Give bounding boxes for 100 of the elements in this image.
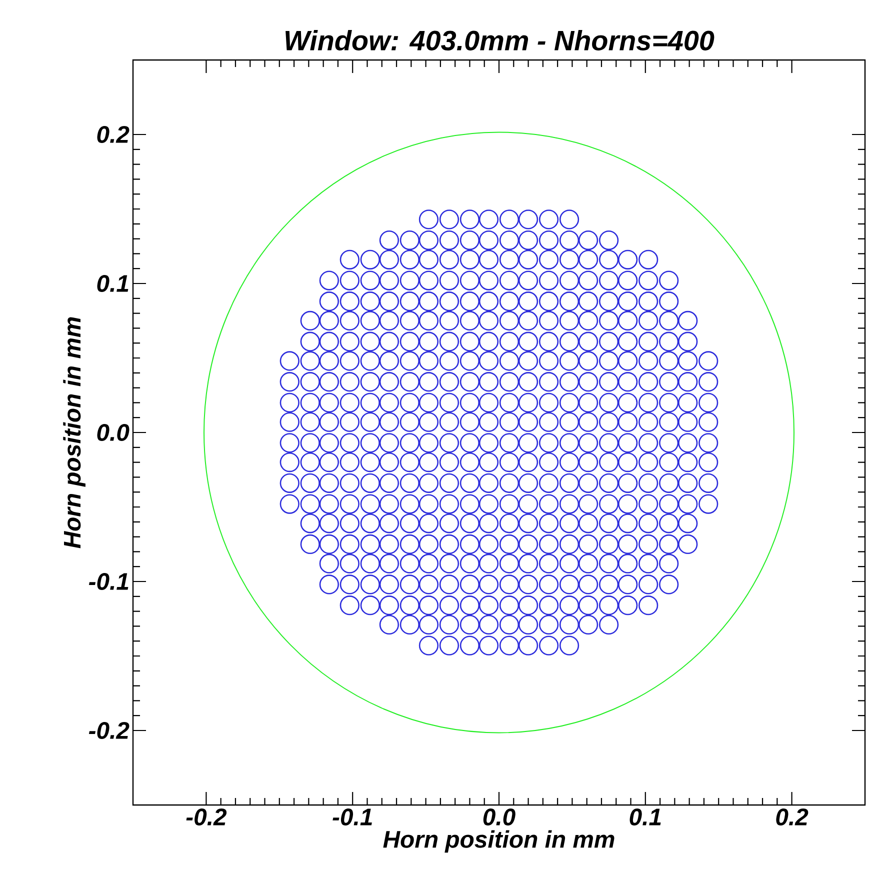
point: [678, 494, 698, 514]
point: [478, 230, 499, 250]
point: [460, 574, 480, 594]
point: [379, 452, 400, 472]
point: [400, 372, 420, 392]
point: [538, 452, 559, 472]
point: [360, 574, 380, 594]
point: [460, 433, 480, 453]
point: [578, 452, 598, 472]
point: [638, 270, 658, 290]
point: [578, 514, 598, 534]
point: [340, 250, 360, 270]
point: [518, 534, 538, 554]
point: [499, 473, 520, 493]
point: [638, 452, 658, 472]
point: [319, 412, 339, 432]
point: [418, 452, 439, 472]
point: [340, 554, 360, 574]
point: [659, 473, 679, 493]
point: [360, 433, 380, 453]
point: [400, 310, 420, 331]
point: [499, 596, 520, 616]
point: [578, 494, 598, 514]
point: [478, 332, 499, 352]
point: [538, 392, 559, 413]
point: [618, 372, 638, 392]
point: [598, 250, 619, 270]
point: [538, 514, 559, 534]
x-tick-label: -0.1: [332, 808, 372, 826]
point: [360, 554, 380, 574]
point: [360, 452, 380, 472]
point: [559, 372, 580, 392]
point: [598, 473, 619, 493]
point: [499, 534, 520, 554]
point: [598, 554, 619, 574]
point: [559, 574, 580, 594]
point: [618, 412, 638, 432]
point: [478, 494, 499, 514]
point: [379, 292, 400, 312]
point: [400, 473, 420, 493]
point: [538, 433, 559, 453]
point: [698, 494, 718, 514]
point: [638, 412, 658, 432]
point: [340, 270, 360, 290]
point: [598, 392, 619, 413]
point: [300, 310, 320, 331]
point: [360, 292, 380, 312]
point: [360, 392, 380, 413]
point: [618, 250, 638, 270]
point: [618, 310, 638, 331]
point: [379, 250, 400, 270]
point: [418, 292, 439, 312]
point: [400, 574, 420, 594]
y-tick-label: 0.1: [97, 275, 128, 292]
point: [379, 230, 400, 250]
point: [379, 351, 400, 371]
point: [319, 554, 339, 574]
point: [439, 574, 460, 594]
point: [638, 372, 658, 392]
point: [400, 433, 420, 453]
point: [460, 452, 480, 472]
point: [638, 554, 658, 574]
point: [578, 554, 598, 574]
point: [478, 270, 499, 290]
point: [340, 473, 360, 493]
point: [439, 596, 460, 616]
point: [499, 614, 520, 635]
point: [578, 270, 598, 290]
point: [638, 250, 658, 270]
point: [499, 210, 520, 230]
point: [559, 534, 580, 554]
point: [559, 596, 580, 616]
point: [360, 596, 380, 616]
point: [400, 494, 420, 514]
point: [578, 596, 598, 616]
point: [538, 574, 559, 594]
point: [418, 433, 439, 453]
point: [578, 473, 598, 493]
point: [598, 433, 619, 453]
point: [618, 473, 638, 493]
point: [300, 514, 320, 534]
point: [538, 351, 559, 371]
point: [460, 614, 480, 635]
point: [659, 392, 679, 413]
point: [698, 473, 718, 493]
point: [638, 351, 658, 371]
point: [598, 574, 619, 594]
point: [478, 210, 499, 230]
point: [418, 534, 439, 554]
point: [319, 310, 339, 331]
point: [638, 392, 658, 413]
point: [439, 332, 460, 352]
point: [460, 596, 480, 616]
point: [340, 494, 360, 514]
point: [678, 433, 698, 453]
point: [280, 494, 300, 514]
point: [598, 310, 619, 331]
point: [559, 292, 580, 312]
point: [379, 554, 400, 574]
point: [418, 230, 439, 250]
